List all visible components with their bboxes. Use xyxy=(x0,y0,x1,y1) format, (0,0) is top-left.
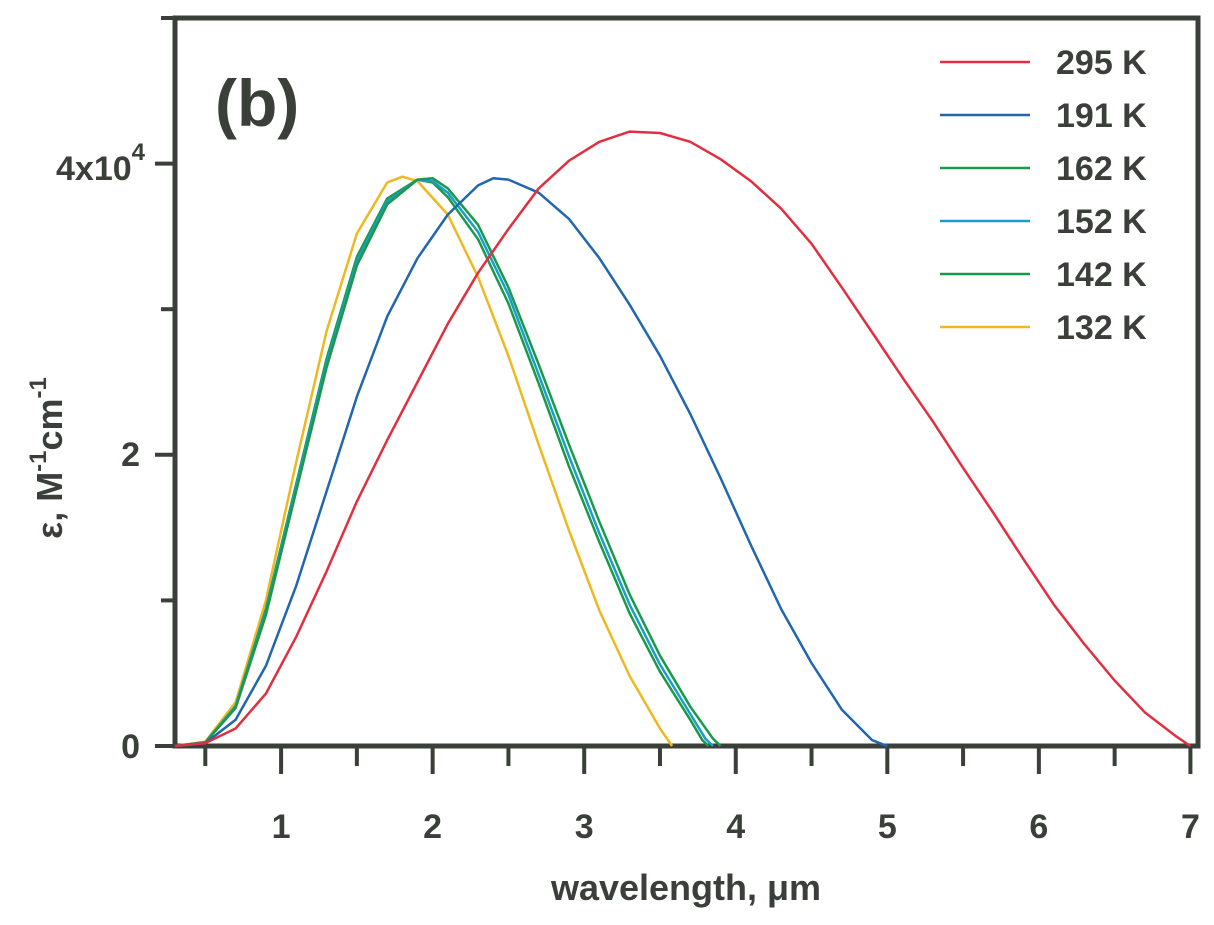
x-axis-tick-labels: 1 2 3 4 5 6 7 xyxy=(272,808,1200,846)
y-axis-ticks xyxy=(155,16,175,748)
y-tick-label-2: 2 xyxy=(121,436,140,474)
x-tick-label: 5 xyxy=(878,808,897,846)
y-tick-label-4x10-4: 4x104 xyxy=(56,139,146,188)
y-tick-label-0: 0 xyxy=(121,728,140,766)
legend-label: 142 K xyxy=(1056,256,1147,294)
y-tick-label-4x10-base: 4x10 xyxy=(56,150,132,188)
y-axis-title-base: ε, M xyxy=(29,472,70,539)
legend-label: 191 K xyxy=(1056,97,1147,135)
x-axis-ticks xyxy=(203,746,1193,774)
plot-frame xyxy=(172,15,1201,749)
series-line xyxy=(174,130,1192,748)
series-line xyxy=(174,176,722,748)
x-tick-label: 6 xyxy=(1029,808,1048,846)
legend-label: 132 K xyxy=(1056,309,1147,347)
x-tick-label: 2 xyxy=(423,808,442,846)
legend-label: 162 K xyxy=(1056,150,1147,188)
x-tick-label: 7 xyxy=(1181,808,1200,846)
x-tick-label: 4 xyxy=(726,808,745,846)
y-axis-tick-labels: 0 2 4x104 xyxy=(56,139,146,766)
legend-label: 152 K xyxy=(1056,203,1147,241)
series-line xyxy=(174,178,710,748)
x-tick-label: 3 xyxy=(575,808,594,846)
y-axis-title-mid: cm xyxy=(29,398,70,450)
x-axis-title: wavelength, μm xyxy=(550,867,821,908)
y-axis-title-sup2: -1 xyxy=(25,377,52,398)
y-axis-title-sup1: -1 xyxy=(25,450,52,471)
y-tick-label-4x10-exponent: 4 xyxy=(132,139,146,166)
y-axis-title: ε, M-1cm-1 xyxy=(25,377,70,539)
series-line xyxy=(174,178,714,748)
panel-label: (b) xyxy=(215,66,299,140)
series-line xyxy=(174,176,888,748)
x-tick-label: 1 xyxy=(272,808,291,846)
legend-background xyxy=(930,40,1192,365)
series-lines xyxy=(174,130,1192,748)
legend: 295 K 191 K 162 K 152 K 142 K 132 K xyxy=(930,40,1192,365)
legend-label: 295 K xyxy=(1056,44,1147,82)
plot-border xyxy=(172,15,1201,749)
